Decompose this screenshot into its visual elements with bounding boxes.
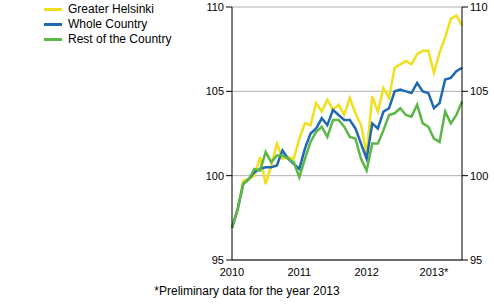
svg-text:100: 100 (470, 170, 486, 182)
svg-text:95: 95 (470, 254, 482, 266)
svg-text:105: 105 (470, 85, 486, 97)
svg-text:2010: 2010 (220, 266, 244, 278)
svg-text:2013*: 2013* (420, 266, 449, 278)
svg-text:2012: 2012 (354, 266, 378, 278)
svg-text:105: 105 (206, 85, 224, 97)
html-text:Whole Country: Whole Country (68, 17, 148, 31)
html-text:Rest of the Country: Rest of the Country (68, 32, 172, 46)
html-text:*Preliminary data for the year: *Preliminary data for the year 2013 (154, 284, 340, 298)
svg-text:2011: 2011 (287, 266, 311, 278)
svg-text:110: 110 (470, 1, 486, 13)
svg-text:100: 100 (206, 170, 224, 182)
html-text:Greater Helsinki: Greater Helsinki (68, 2, 154, 16)
svg-text:110: 110 (206, 1, 224, 13)
svg-text:95: 95 (212, 254, 224, 266)
